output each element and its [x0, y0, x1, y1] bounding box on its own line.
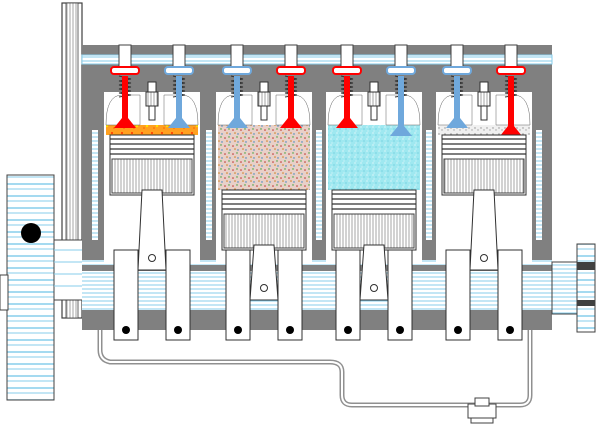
- piston: [109, 134, 195, 196]
- oil-drain-plug: [467, 397, 497, 424]
- cylinder-4: [436, 44, 532, 341]
- piston: [331, 189, 417, 251]
- intake-valve: [442, 44, 472, 128]
- spark-plug: [257, 81, 271, 121]
- crank-counterweight: [113, 249, 191, 341]
- combustion-chamber: [106, 125, 198, 135]
- cylinder-1: [104, 44, 200, 341]
- intake-valve: [164, 44, 194, 128]
- exhaust-valve: [332, 44, 362, 128]
- spark-plug: [145, 81, 159, 121]
- combustion-chamber: [218, 125, 310, 190]
- piston: [221, 189, 307, 251]
- connecting-rod: [249, 244, 279, 301]
- intake-valve: [222, 44, 252, 128]
- exhaust-valve: [276, 44, 306, 128]
- crank-counterweight: [335, 249, 413, 341]
- connecting-rod: [469, 189, 499, 271]
- exhaust-valve: [110, 44, 140, 128]
- piston: [441, 134, 527, 196]
- coolant-passage: [92, 130, 98, 240]
- flywheel-hub: [21, 223, 41, 243]
- combustion-chamber: [438, 125, 530, 135]
- connecting-rod: [359, 244, 389, 301]
- crank-counterweight: [445, 249, 523, 341]
- spark-plug: [477, 81, 491, 121]
- connecting-rod: [137, 189, 167, 271]
- camshaft: [81, 54, 553, 65]
- flywheel: [0, 174, 55, 401]
- cylinder-2: [216, 44, 312, 341]
- exhaust-valve: [496, 44, 526, 136]
- crankshaft-output: [551, 243, 596, 333]
- crank-counterweight: [225, 249, 303, 341]
- intake-valve: [386, 44, 416, 136]
- spark-plug: [367, 81, 381, 121]
- cylinder-3: [326, 44, 422, 341]
